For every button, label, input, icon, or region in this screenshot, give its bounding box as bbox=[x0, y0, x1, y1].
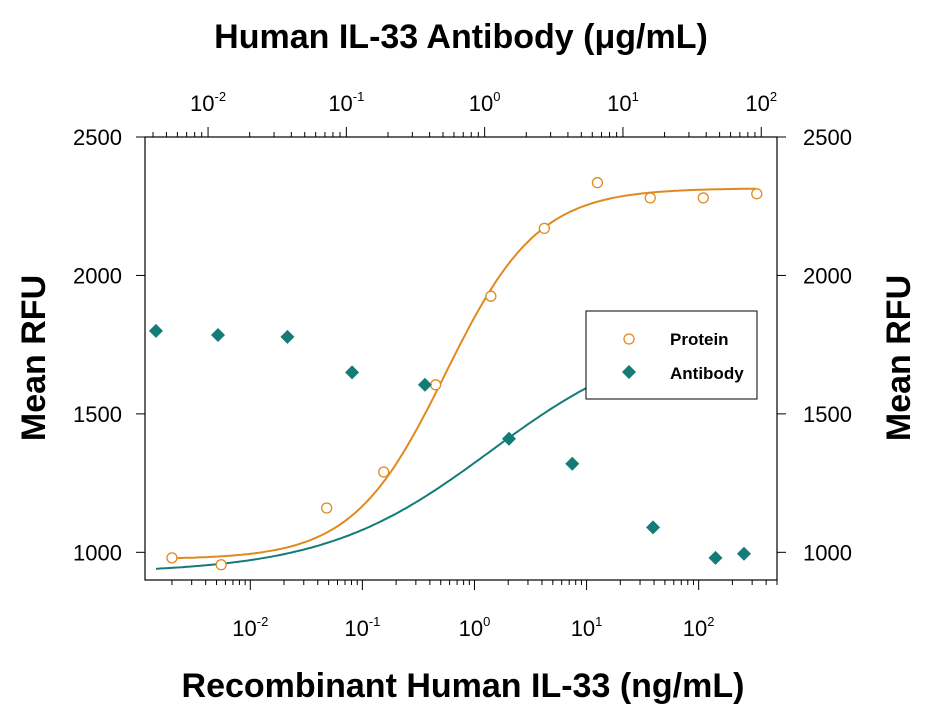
legend-marker-protein bbox=[623, 333, 635, 345]
tick-labels: 10-2 10-1 100 101 102 10-2 10-1 100 101 102 1000 10… bbox=[73, 89, 852, 641]
left-axis-title: Mean RFU bbox=[15, 275, 53, 441]
left-axis-tick-label: 2000 bbox=[73, 263, 122, 288]
bottom-axis-tick-label: 102 bbox=[683, 614, 715, 641]
data-point-antibody bbox=[565, 456, 580, 471]
data-point-protein bbox=[538, 222, 550, 235]
axis-ticks bbox=[136, 127, 786, 590]
legend-markers bbox=[622, 333, 636, 379]
data-point-antibody bbox=[736, 546, 751, 561]
data-point-protein bbox=[429, 379, 442, 391]
right-axis-tick-label: 1000 bbox=[803, 540, 852, 565]
data-point-antibody bbox=[417, 377, 432, 392]
data-point-antibody bbox=[708, 550, 723, 565]
data-point-antibody bbox=[148, 323, 163, 338]
legend-box bbox=[585, 310, 758, 400]
data-point-protein bbox=[166, 552, 178, 564]
top-axis-tick-label: 100 bbox=[469, 89, 501, 116]
top-axis-tick-label: 10-2 bbox=[190, 89, 226, 116]
bottom-axis-title: Recombinant Human IL-33 (ng/mL) bbox=[182, 667, 745, 705]
fit-curve-protein bbox=[171, 187, 757, 560]
right-axis-tick-label: 2000 bbox=[803, 263, 852, 288]
bottom-axis-tick-label: 101 bbox=[571, 614, 603, 641]
legend: Protein Antibody bbox=[585, 310, 758, 400]
data-point-antibody bbox=[345, 365, 360, 380]
legend-label-protein: Protein bbox=[670, 330, 729, 349]
left-axis-tick-label: 2500 bbox=[73, 125, 122, 150]
top-axis-tick-label: 102 bbox=[745, 89, 777, 116]
left-axis-tick-label: 1000 bbox=[73, 540, 122, 565]
data-point-antibody bbox=[646, 520, 661, 535]
right-axis-tick-label: 1500 bbox=[803, 402, 852, 427]
left-axis-tick-label: 1500 bbox=[73, 402, 122, 427]
data-point-protein bbox=[751, 188, 763, 200]
data-point-antibody bbox=[280, 329, 295, 344]
data-point-protein bbox=[320, 502, 333, 514]
legend-marker-antibody bbox=[622, 365, 636, 379]
data-points bbox=[148, 177, 763, 571]
data-point-protein bbox=[485, 290, 497, 302]
data-point-antibody bbox=[502, 431, 517, 446]
data-point-protein bbox=[378, 466, 390, 478]
data-point-antibody bbox=[210, 327, 225, 342]
data-point-protein bbox=[591, 177, 604, 189]
bottom-axis-tick-label: 10-2 bbox=[232, 614, 268, 641]
top-axis-tick-label: 101 bbox=[607, 89, 639, 116]
legend-label-antibody: Antibody bbox=[670, 364, 744, 383]
bottom-axis-tick-label: 10-1 bbox=[344, 614, 380, 641]
right-axis-title: Mean RFU bbox=[880, 275, 918, 441]
bottom-axis-tick-label: 100 bbox=[459, 614, 491, 641]
top-axis-tick-label: 10-1 bbox=[328, 89, 364, 116]
right-axis-tick-label: 2500 bbox=[803, 125, 852, 150]
data-point-protein bbox=[644, 192, 656, 204]
plot-frame bbox=[144, 136, 778, 581]
data-point-protein bbox=[697, 192, 709, 204]
top-axis-title: Human IL-33 Antibody (μg/mL) bbox=[214, 18, 708, 56]
data-point-protein bbox=[215, 559, 227, 571]
